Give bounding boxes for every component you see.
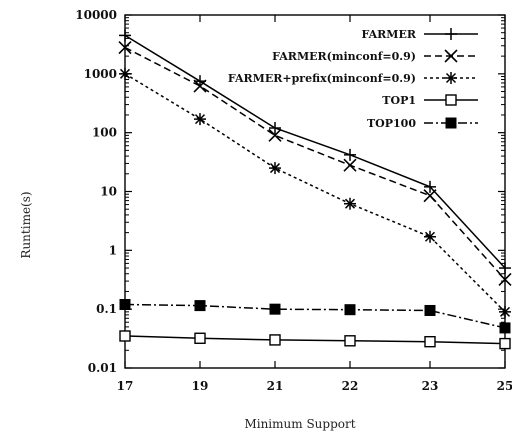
marker-stroke [193,79,207,93]
data-point [424,304,436,316]
data-point [499,262,511,275]
data-point [268,128,282,142]
data-point [344,148,356,161]
data-point [119,67,131,80]
legend-marker [445,117,457,129]
series-line [124,46,506,280]
data-point [269,122,281,135]
x-tick-label: 25 [497,379,512,393]
marker-shape [269,334,281,346]
legend-marker [445,94,457,106]
data-point [194,113,206,126]
x-tick-label: 17 [117,379,134,393]
legend-label: FARMER+prefix(minconf=0.9) [228,72,416,85]
x-tick-label: 22 [342,379,359,393]
y-tick-label: 0.1 [96,302,117,316]
marker-shape [424,335,436,348]
data-point [499,322,511,334]
legend-item: FARMER [361,28,478,41]
marker-shape [445,117,457,129]
y-tick-label: 1000 [84,67,117,81]
marker-shape [499,337,511,350]
data-point [499,305,511,318]
data-point [194,332,206,344]
legend-item: FARMER(minconf=0.9) [272,49,478,63]
marker-stroke [268,128,282,142]
data-point [424,335,436,348]
legend: FARMER FARMER(minconf=0.9) FARMER+prefix(m… [228,28,478,130]
marker-shape [194,332,206,344]
legend-label: FARMER(minconf=0.9) [272,50,416,63]
y-axis-title: Runtime(s) [19,191,33,258]
series-farmer-prefix-minconf-0-9 [119,67,511,318]
data-point [344,335,356,347]
marker-shape [424,304,436,316]
data-point [119,29,131,42]
data-point [269,334,281,346]
y-tick-label: 0.01 [88,361,117,375]
y-tick-label: 10 [100,185,117,199]
data-point [344,197,356,210]
data-point [119,299,131,311]
x-axis-title: Minimum Support [244,417,355,431]
marker-shape [344,304,356,316]
y-tick-label: 10000 [75,8,117,22]
y-tick-label: 100 [92,126,117,140]
x-tick-label: 21 [267,379,284,393]
series-farmer [119,29,511,275]
legend-label: FARMER [361,28,416,41]
marker-shape [119,299,131,311]
series-top100 [119,299,511,334]
legend-marker [444,49,458,63]
marker-shape [445,94,457,106]
series-group [118,29,512,350]
marker-shape [344,335,356,347]
marker-stroke [343,158,357,172]
marker-stroke [498,272,512,287]
y-tick-label: 1 [109,243,117,257]
data-point [498,272,512,287]
data-point [193,79,207,93]
data-point [194,300,206,312]
data-point [119,330,131,342]
data-point [499,337,511,350]
legend-label: TOP100 [367,117,416,130]
marker-stroke [444,49,458,63]
series-line [124,34,506,269]
data-point [269,162,281,175]
data-point [343,158,357,172]
marker-shape [194,300,206,312]
data-point [424,230,436,243]
marker-shape [269,303,281,315]
data-point [424,180,436,193]
data-point [423,189,437,203]
legend-marker [445,72,457,84]
data-point [344,304,356,316]
marker-shape [119,330,131,342]
x-tick-label: 23 [422,379,439,393]
marker-shape [499,322,511,334]
series-line [124,303,506,329]
data-point [269,303,281,315]
legend-item: FARMER+prefix(minconf=0.9) [228,72,478,85]
legend-marker [445,28,457,40]
legend-item: TOP1 [382,94,478,107]
legend-label: TOP1 [382,94,416,107]
x-tick-label: 19 [192,379,209,393]
data-point [118,40,132,55]
series-line [124,335,506,345]
marker-stroke [118,40,132,55]
series-farmer-minconf-0-9 [118,40,512,287]
axes: 0.01 0.1 1 10 100 1000 10000 17 19 21 22 23 25 [75,8,512,393]
series-line [124,73,506,313]
legend-item: TOP100 [367,117,478,130]
marker-stroke [423,189,437,203]
series-top1 [119,330,511,350]
